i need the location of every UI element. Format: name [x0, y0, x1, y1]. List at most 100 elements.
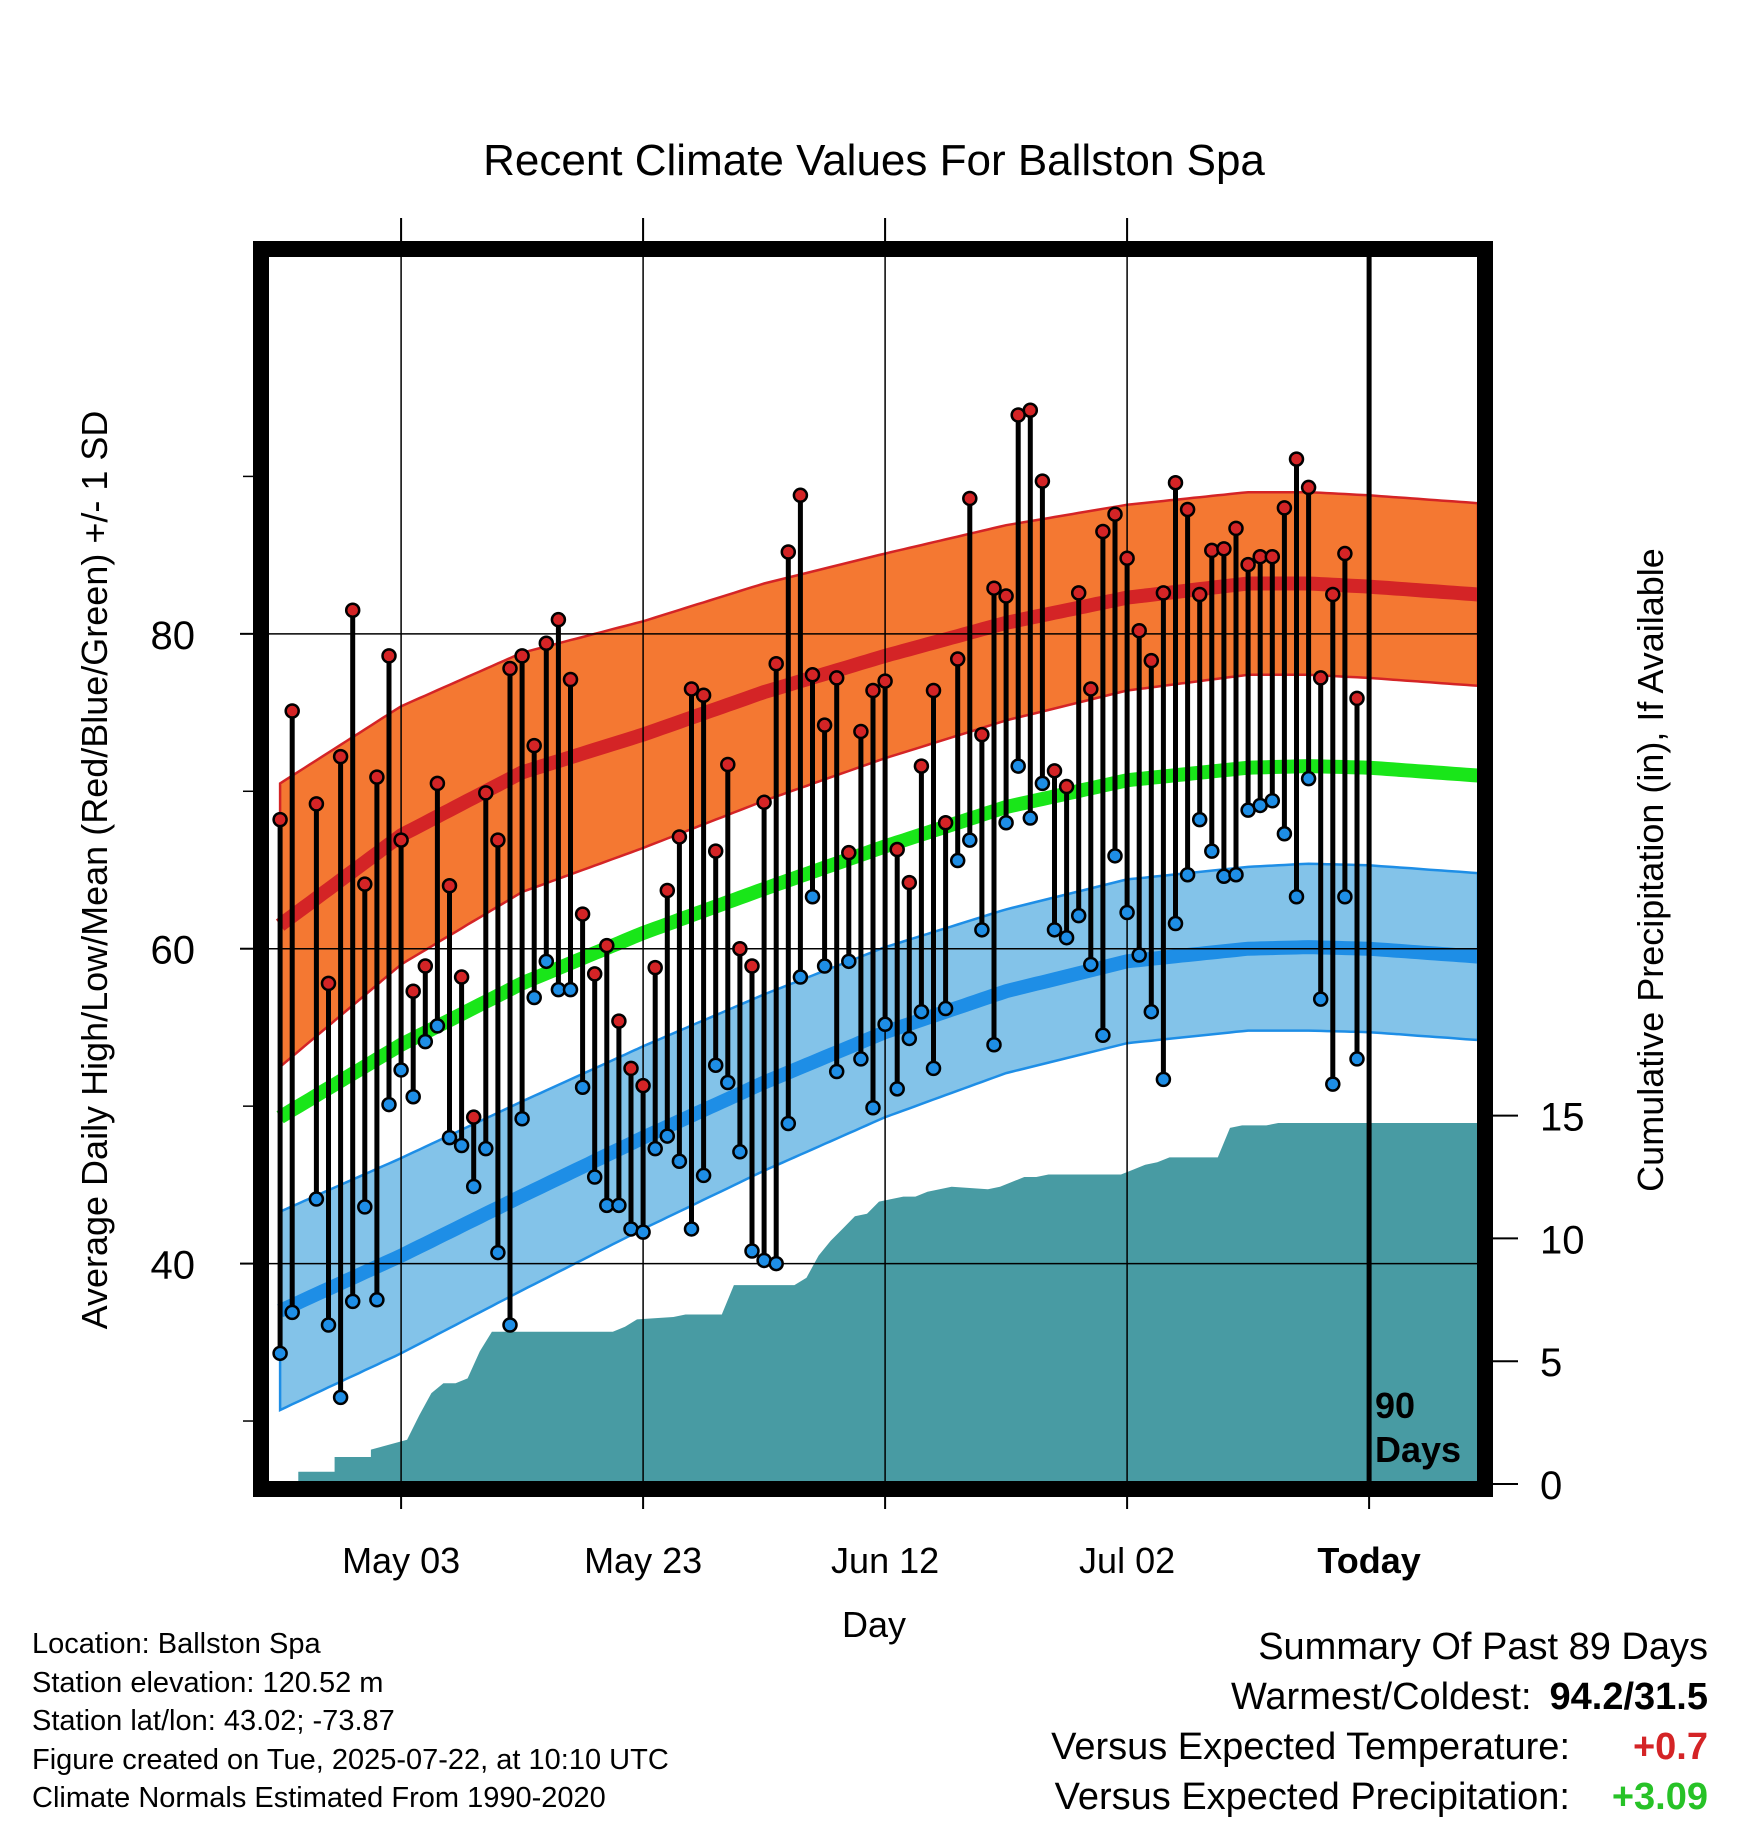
daily-low-point [937, 1000, 954, 1017]
daily-low-point [1046, 922, 1063, 938]
daily-high-point [599, 937, 615, 954]
daily-high-point [381, 648, 397, 664]
daily-low-point [1228, 866, 1244, 883]
daily-low-point [1191, 811, 1208, 828]
daily-low-point [671, 1153, 688, 1170]
daily-low-point [828, 1063, 845, 1080]
daily-high-point [828, 670, 845, 686]
daily-high-point [865, 682, 881, 699]
daily-high-point [344, 602, 361, 618]
daily-low-point [877, 1016, 893, 1033]
daily-high-point [816, 717, 833, 733]
daily-high-point [720, 756, 736, 773]
summary-temp: Versus Expected Temperature: +0.7 [1051, 1722, 1708, 1772]
daily-high-point [1143, 652, 1160, 669]
daily-high-point [1300, 479, 1317, 496]
daily-low-point [405, 1088, 421, 1105]
daily-low-point [1155, 1071, 1172, 1088]
daily-high-point [647, 959, 663, 976]
daily-low-point [1276, 826, 1293, 842]
daily-low-point [417, 1033, 434, 1050]
daily-low-point [1143, 1003, 1160, 1020]
chart-title: Recent Climate Values For Ballston Spa [483, 136, 1265, 185]
daily-low-point [526, 989, 542, 1006]
daily-low-point [1095, 1027, 1111, 1044]
y-tick-label: 80 [151, 614, 196, 658]
daily-high-point [1046, 763, 1063, 779]
daily-high-point [550, 611, 567, 628]
daily-low-point [502, 1317, 518, 1333]
daily-low-point [344, 1293, 361, 1310]
daily-low-point [272, 1345, 288, 1362]
x-tick-label: Jul 02 [1079, 1540, 1175, 1581]
daily-high-point [792, 487, 809, 504]
daily-high-point [417, 958, 434, 974]
daily-low-point [647, 1140, 663, 1157]
daily-low-point [695, 1167, 712, 1184]
daily-low-point [804, 889, 821, 905]
daily-low-point [574, 1079, 591, 1096]
daily-high-point [1107, 506, 1123, 522]
plot-frame [253, 241, 1493, 1497]
station-info: Location: Ballston Spa Station elevation… [32, 1625, 669, 1818]
daily-high-point [974, 726, 990, 743]
temp-anomaly-label: Versus Expected Temperature: [1051, 1726, 1570, 1768]
daily-low-point [1312, 991, 1329, 1007]
daily-low-point [841, 953, 857, 970]
daily-low-point [465, 1178, 482, 1195]
created-text: Figure created on Tue, 2025-07-22, at 10… [32, 1743, 669, 1776]
daily-low-point [538, 953, 555, 970]
x-axis-label: Day [842, 1604, 906, 1645]
precip-anomaly-value: +3.09 [1611, 1776, 1708, 1818]
today-days-number: 90 [1375, 1385, 1415, 1426]
daily-low-point [816, 958, 833, 974]
daily-low-point [998, 815, 1014, 831]
daily-high-point [478, 785, 494, 801]
daily-high-point [611, 1013, 627, 1029]
daily-high-point [732, 940, 748, 957]
daily-low-point [308, 1191, 325, 1207]
temp-anomaly-value: +0.7 [1632, 1726, 1708, 1768]
summary-panel: Summary Of Past 89 Days Warmest/Coldest:… [1051, 1622, 1708, 1822]
daily-low-point [1349, 1051, 1365, 1067]
daily-high-point [925, 682, 942, 699]
daily-low-point [768, 1255, 784, 1272]
daily-low-point [381, 1096, 397, 1113]
daily-low-point [913, 1003, 930, 1020]
x-tick-label: May 03 [342, 1540, 460, 1581]
daily-low-point [1131, 947, 1147, 963]
daily-low-point [320, 1317, 337, 1333]
daily-low-point [332, 1389, 349, 1406]
daily-low-point [659, 1128, 676, 1144]
normals-note-text: Climate Normals Estimated From 1990-2020 [32, 1782, 606, 1814]
daily-high-point [768, 656, 784, 672]
daily-low-point [901, 1030, 918, 1047]
location-text: Location: Ballston Spa [32, 1628, 321, 1660]
daily-high-point [756, 794, 772, 811]
y2-tick-label: 15 [1540, 1096, 1585, 1140]
daily-low-point [1264, 792, 1281, 809]
daily-high-point [357, 876, 373, 892]
daily-high-point [1155, 585, 1172, 601]
y-axis-label: Average Daily High/Low/Mean (Red/Blue/Gr… [74, 411, 115, 1330]
daily-high-point [998, 588, 1014, 604]
daily-high-point [369, 769, 385, 785]
daily-low-point [1300, 770, 1317, 787]
daily-high-point [853, 723, 869, 740]
daily-low-point [1083, 956, 1099, 973]
daily-high-point [332, 748, 349, 765]
y2-tick-label: 0 [1540, 1464, 1562, 1508]
daily-high-point [986, 580, 1002, 596]
daily-high-point [393, 832, 409, 848]
daily-high-point [1131, 622, 1147, 639]
daily-high-point [1288, 451, 1305, 467]
daily-high-point [780, 544, 797, 560]
daily-high-point [1337, 545, 1353, 562]
daily-high-point [683, 681, 700, 697]
daily-low-point [732, 1144, 748, 1160]
daily-low-point [1179, 866, 1196, 883]
daily-high-point [502, 660, 518, 677]
daily-low-point [780, 1115, 797, 1132]
daily-high-point [1022, 402, 1039, 419]
daily-high-point [405, 983, 421, 999]
